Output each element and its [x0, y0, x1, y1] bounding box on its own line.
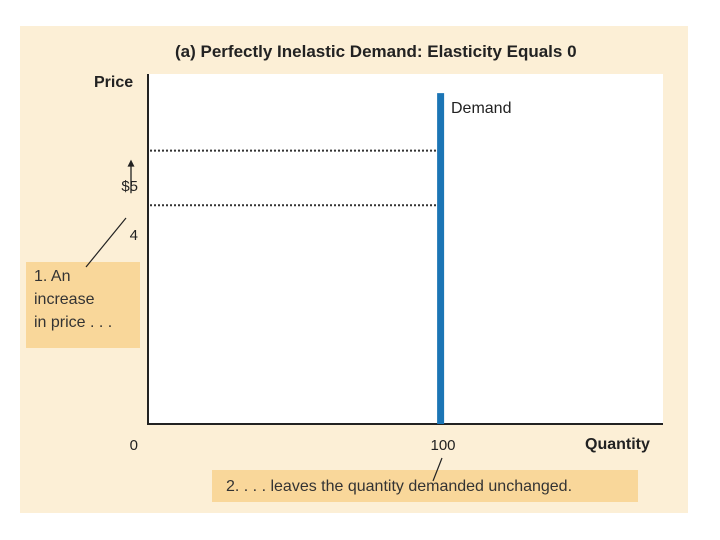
demand-series-label: Demand — [451, 100, 512, 117]
note2-leader-line — [432, 457, 443, 482]
note1-leader-line — [85, 217, 127, 268]
price-increase-arrowhead — [127, 159, 135, 167]
x-axis-label: Quantity — [585, 436, 650, 453]
quantity-unchanged-annotation: 2. . . . leaves the quantity demanded un… — [212, 470, 638, 502]
price-increase-annotation: 1. An increase in price . . . — [26, 262, 140, 348]
annotation-line: increase — [34, 291, 95, 308]
y-tick-label-5: $5 — [121, 178, 138, 195]
y-axis-label: Price — [94, 74, 134, 91]
x-tick-label-100: 100 — [430, 437, 456, 454]
annotation-line: in price . . . — [34, 314, 113, 331]
plot-area — [148, 74, 663, 424]
annotation-line: 1. An — [34, 268, 71, 285]
y-tick-label-4: 4 — [129, 227, 138, 244]
x-tick-label-0: 0 — [129, 437, 138, 454]
chart-title: (a) Perfectly Inelastic Demand: Elastici… — [175, 42, 577, 61]
